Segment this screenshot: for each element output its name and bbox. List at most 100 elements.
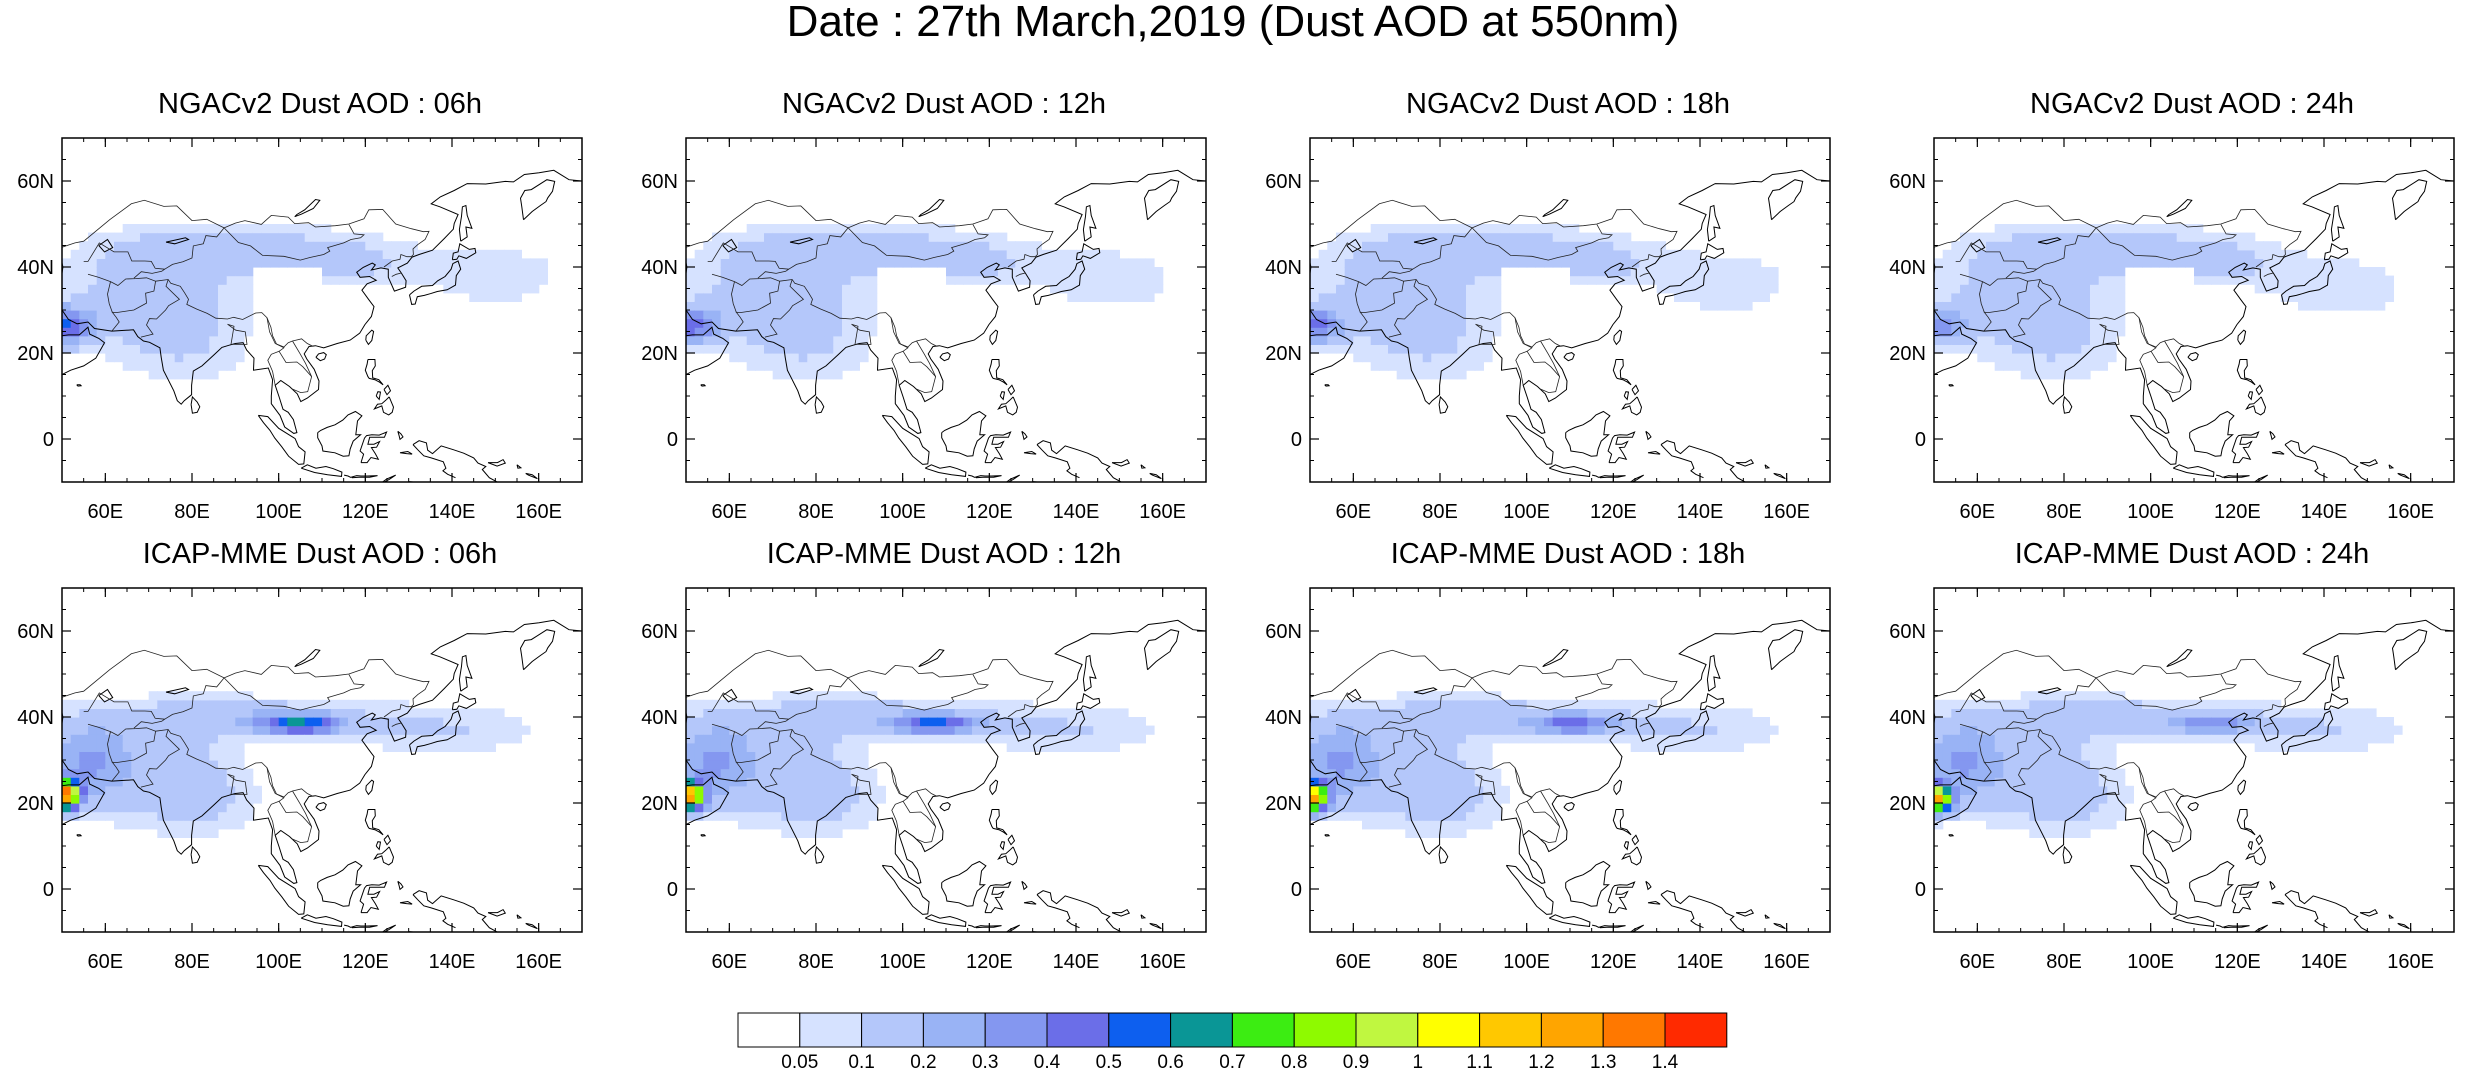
colorbar-swatch (984, 1012, 1048, 1048)
colorbar-swatch (1355, 1012, 1419, 1048)
panel-title: ICAP-MME Dust AOD : 06h (142, 538, 498, 570)
lon-tick-label: 120E (342, 501, 389, 523)
lat-tick-label: 20N (641, 793, 678, 815)
colorbar-swatch (1602, 1012, 1666, 1048)
colorbar-label: 1.1 (1466, 1052, 1492, 1070)
lon-tick-label: 60E (1336, 501, 1372, 523)
lon-tick-label: 140E (1677, 501, 1724, 523)
map-panel: NGACv2 Dust AOD : 18h 60E 80E 100E 120E 140E 1… (1258, 88, 1878, 528)
colorbar-label: 1.3 (1590, 1052, 1616, 1070)
map-panel: ICAP-MME Dust AOD : 24h 60E 80E 100E 120E 140… (1882, 538, 2466, 978)
lon-tick-label: 160E (2387, 951, 2434, 973)
country-borders (1310, 649, 1678, 844)
lon-tick-label: 140E (429, 501, 476, 523)
colorbar-label: 0.2 (910, 1052, 936, 1070)
figure-title: Date : 27th March,2019 (Dust AOD at 550n… (786, 0, 1680, 46)
lon-tick-label: 160E (515, 951, 562, 973)
map-panel: NGACv2 Dust AOD : 12h 60E 80E 100E 120E 140E 1… (634, 88, 1254, 528)
lon-tick-label: 100E (879, 501, 926, 523)
lon-tick-label: 60E (88, 501, 124, 523)
lat-tick-label: 60N (1265, 171, 1302, 193)
lon-tick-label: 80E (1422, 951, 1458, 973)
lat-tick-label: 40N (1889, 707, 1926, 729)
country-borders (62, 199, 430, 394)
colorbar-label: 0.05 (781, 1052, 818, 1070)
lon-tick-label: 80E (798, 501, 834, 523)
lat-tick-label: 0 (1915, 879, 1926, 901)
dust-aod-field (686, 224, 1164, 380)
map-canvas: 60E 80E 100E 120E 140E 160E 60N 40N 20N 0 (17, 587, 583, 973)
panel-title: ICAP-MME Dust AOD : 24h (2014, 538, 2370, 570)
lon-tick-label: 80E (174, 501, 210, 523)
map-panel: ICAP-MME Dust AOD : 06h 60E 80E 100E 120E 140… (10, 538, 630, 978)
colorbar-swatch (1479, 1012, 1542, 1048)
lat-tick-label: 60N (641, 171, 678, 193)
lon-tick-label: 60E (88, 951, 124, 973)
panel-title: ICAP-MME Dust AOD : 18h (1390, 538, 1746, 570)
colorbar-label: 1 (1413, 1052, 1424, 1070)
lon-tick-label: 160E (1763, 951, 1810, 973)
lon-tick-label: 140E (1053, 951, 1100, 973)
colorbar-swatch (922, 1012, 986, 1048)
lon-tick-label: 120E (1590, 501, 1637, 523)
dust-aod-field (1310, 691, 1779, 838)
colorbar-label: 0.1 (848, 1052, 874, 1070)
dust-aod-field (686, 691, 1155, 838)
lon-tick-label: 120E (966, 951, 1013, 973)
colorbar-swatch (1108, 1012, 1172, 1048)
colorbar-swatch (737, 1012, 801, 1048)
lat-tick-label: 0 (1291, 879, 1302, 901)
colorbar-label: 0.8 (1281, 1052, 1307, 1070)
coastlines (1310, 169, 1830, 482)
dust-aod-field (1934, 691, 2403, 838)
colorbar-swatch (1540, 1012, 1604, 1048)
lon-tick-label: 100E (2127, 951, 2174, 973)
lon-tick-label: 60E (712, 501, 748, 523)
colorbar-label: 0.6 (1157, 1052, 1183, 1070)
panel-title: ICAP-MME Dust AOD : 12h (766, 538, 1122, 570)
colorbar-swatch (1417, 1012, 1481, 1048)
lon-tick-label: 160E (2387, 501, 2434, 523)
colorbar-label: 0.4 (1034, 1052, 1061, 1070)
colorbar-swatch (799, 1012, 863, 1048)
map-panel: NGACv2 Dust AOD : 24h 60E 80E 100E 120E 140E 1… (1882, 88, 2466, 528)
map-canvas: 60E 80E 100E 120E 140E 160E 60N 40N 20N 0 (1889, 587, 2455, 973)
panel-title: NGACv2 Dust AOD : 06h (158, 88, 482, 120)
lat-tick-label: 40N (641, 707, 678, 729)
lat-tick-label: 60N (17, 171, 54, 193)
lat-tick-label: 0 (43, 879, 54, 901)
lon-tick-label: 80E (1422, 501, 1458, 523)
lat-tick-label: 0 (43, 429, 54, 451)
colorbar-label: 1.4 (1652, 1052, 1679, 1070)
dust-aod-field (1310, 224, 1779, 380)
lat-tick-label: 20N (17, 793, 54, 815)
lat-tick-label: 20N (1265, 343, 1302, 365)
panel-title: NGACv2 Dust AOD : 24h (2030, 88, 2354, 120)
lat-tick-label: 60N (1889, 621, 1926, 643)
lat-tick-label: 40N (641, 257, 678, 279)
lat-tick-label: 0 (667, 429, 678, 451)
dust-aod-field (62, 224, 548, 380)
lon-tick-label: 80E (2046, 951, 2082, 973)
map-panel: ICAP-MME Dust AOD : 18h 60E 80E 100E 120E 140… (1258, 538, 1878, 978)
lon-tick-label: 80E (174, 951, 210, 973)
map-canvas: 60E 80E 100E 120E 140E 160E 60N 40N 20N 0 (1265, 137, 1831, 523)
coastlines (62, 619, 582, 932)
lon-tick-label: 100E (255, 951, 302, 973)
lon-tick-label: 140E (1677, 951, 1724, 973)
lat-tick-label: 60N (1889, 171, 1926, 193)
dust-aod-field (62, 691, 531, 838)
colorbar-label: 0.3 (972, 1052, 998, 1070)
coastlines (1934, 619, 2454, 932)
colorbar-label: 0.9 (1343, 1052, 1369, 1070)
map-canvas: 60E 80E 100E 120E 140E 160E 60N 40N 20N 0 (1889, 137, 2455, 523)
map-canvas: 60E 80E 100E 120E 140E 160E 60N 40N 20N 0 (1265, 587, 1831, 973)
lon-tick-label: 160E (1763, 501, 1810, 523)
lon-tick-label: 100E (879, 951, 926, 973)
lon-tick-label: 160E (1139, 951, 1186, 973)
colorbar-swatch (861, 1012, 924, 1048)
lon-tick-label: 100E (255, 501, 302, 523)
lat-tick-label: 20N (1889, 343, 1926, 365)
map-panel: ICAP-MME Dust AOD : 12h 60E 80E 100E 120E 140… (634, 538, 1254, 978)
lat-tick-label: 0 (1915, 429, 1926, 451)
